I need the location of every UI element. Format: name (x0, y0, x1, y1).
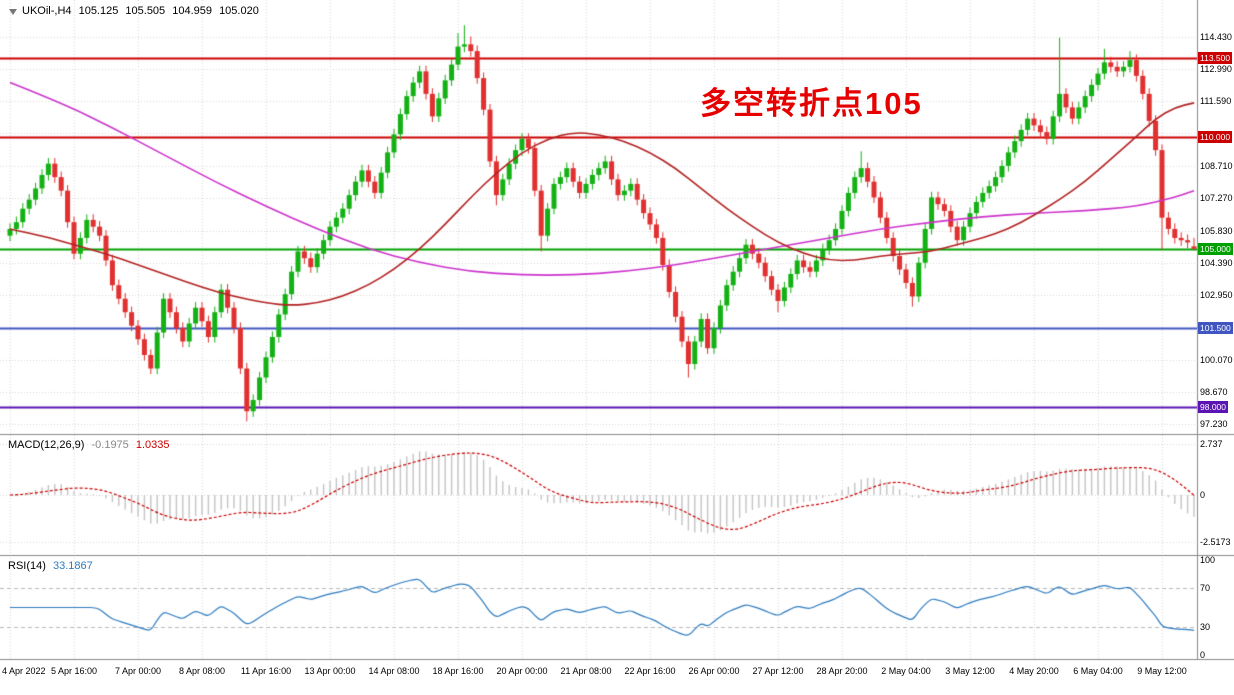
price-label: 111.590 (1200, 95, 1232, 106)
price-marker-badge: 101.500 (1198, 321, 1233, 334)
price-marker-badge: 113.500 (1198, 51, 1233, 64)
price-label: 105.830 (1200, 225, 1233, 236)
price-scale[interactable]: 114.430 112.990 111.590 108.710 107.270 105.8… (1197, 0, 1234, 661)
time-label: 3 May 12:00 (945, 666, 995, 676)
time-label: 4 Apr 2022 (2, 666, 46, 676)
time-label: 9 May 12:00 (1137, 666, 1187, 676)
price-marker-badge: 98.000 (1198, 400, 1228, 413)
time-label: 4 May 20:00 (1009, 666, 1059, 676)
price-label: 102.950 (1200, 290, 1233, 301)
time-label: 21 Apr 08:00 (560, 666, 612, 676)
price-label: 97.230 (1200, 419, 1228, 430)
time-label: 14 Apr 08:00 (368, 666, 420, 676)
macd-axis-label: 2.737 (1200, 438, 1223, 449)
time-label: 26 Apr 00:00 (688, 666, 740, 676)
rsi-header: RSI(14) 33.1867 (8, 560, 97, 572)
symbol-header: UKOil-,H4 105.125 105.505 104.959 105.02… (22, 5, 263, 17)
rsi-label: RSI(14) (8, 560, 46, 572)
rsi-axis-label: 100 (1200, 554, 1216, 565)
macd-axis-label: -2.5173 (1200, 537, 1231, 548)
time-label: 7 Apr 00:00 (114, 666, 162, 676)
price-label: 104.390 (1200, 257, 1233, 268)
macd-main-value: -0.1975 (91, 439, 129, 451)
price-label: 108.710 (1200, 160, 1233, 171)
rsi-axis-label: 30 (1200, 621, 1211, 632)
price-label: 100.070 (1200, 355, 1233, 366)
time-label: 22 Apr 16:00 (624, 666, 676, 676)
time-label: 18 Apr 16:00 (432, 666, 484, 676)
time-label: 11 Apr 16:00 (240, 666, 292, 676)
rsi-axis-label: 0 (1200, 650, 1206, 661)
time-label: 6 May 04:00 (1073, 666, 1123, 676)
ohlc-open: 105.125 (78, 5, 119, 17)
rsi-axis-label: 70 (1200, 583, 1211, 594)
time-label: 27 Apr 12:00 (752, 666, 804, 676)
macd-axis-label: 0 (1200, 490, 1206, 500)
time-axis[interactable]: 4 Apr 2022 5 Apr 16:00 7 Apr 00:00 8 Apr 08… (0, 660, 1234, 695)
price-marker-badge: 105.000 (1198, 243, 1233, 256)
time-label: 5 Apr 16:00 (50, 666, 98, 676)
macd-header: MACD(12,26,9) -0.1975 1.0335 (8, 439, 174, 451)
price-label: 98.670 (1200, 386, 1228, 397)
time-label: 13 Apr 00:00 (304, 666, 356, 676)
ohlc-low: 104.959 (172, 5, 212, 17)
price-label: 114.430 (1200, 31, 1232, 42)
symbol-menu-icon[interactable] (9, 9, 17, 15)
chart-annotation-text[interactable]: 多空转折点105 (700, 86, 923, 121)
time-label: 20 Apr 00:00 (496, 666, 548, 676)
ohlc-close: 105.020 (219, 5, 259, 17)
price-label: 112.990 (1200, 64, 1232, 75)
time-label: 8 Apr 08:00 (178, 666, 226, 676)
price-marker-badge: 110.000 (1198, 130, 1233, 143)
rsi-value: 33.1867 (52, 560, 93, 572)
symbol-name: UKOil-,H4 (22, 5, 72, 17)
time-label: 28 Apr 20:00 (816, 666, 868, 676)
macd-signal-value: 1.0335 (135, 439, 170, 451)
price-label: 107.270 (1200, 193, 1233, 204)
ohlc-high: 105.505 (125, 5, 166, 17)
macd-label: MACD(12,26,9) (8, 439, 85, 451)
time-label: 2 May 04:00 (881, 666, 931, 676)
